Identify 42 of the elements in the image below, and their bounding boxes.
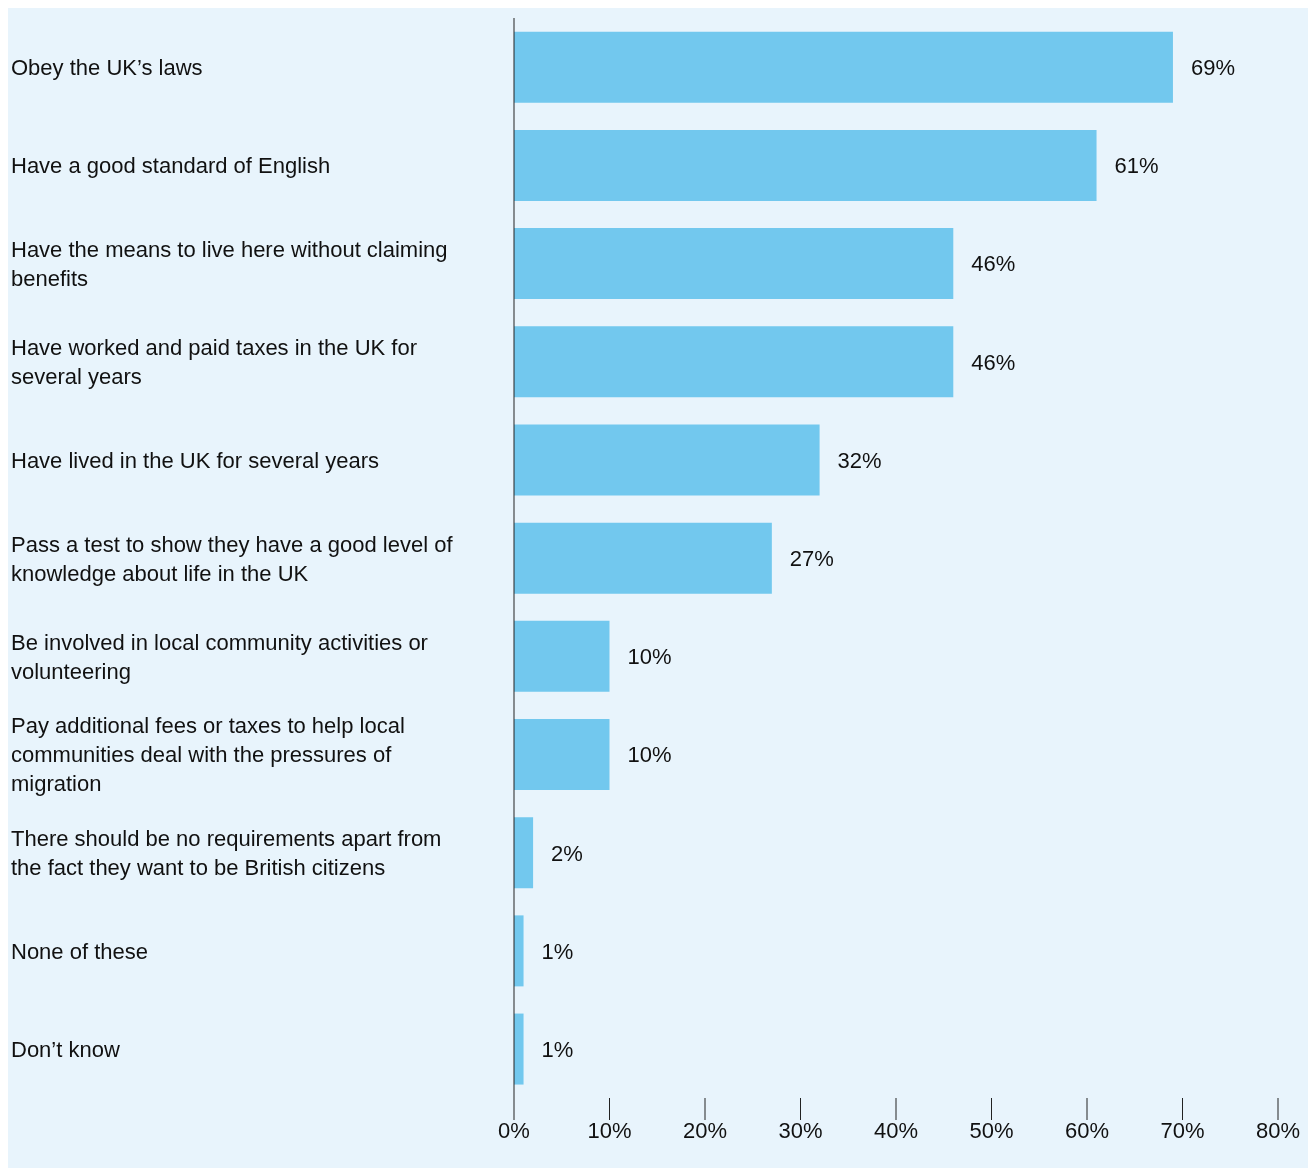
x-tick-label: 30% [778,1117,823,1143]
y-tick-label: Have the means to live here without claiming benefits [11,236,448,291]
x-tick-label: 70% [1160,1117,1205,1143]
y-tick-label: There should be no requirements apart from the fact they want to be British citizens [11,826,442,881]
data-label: 46% [971,251,1016,277]
bar [514,1013,524,1085]
x-tick-label: 60% [1064,1117,1110,1143]
data-label: 2% [551,840,583,866]
x-tick-label: 0% [498,1117,530,1143]
data-label: 10% [627,742,672,768]
bar [514,522,772,594]
bar [514,719,610,791]
data-label: 27% [789,545,834,571]
bar [514,424,820,496]
data-label: 32% [837,447,882,473]
bar [514,915,524,987]
data-label: 1% [541,1036,574,1062]
y-tick-label: Don’t know [11,1036,120,1062]
x-tick-label: 50% [969,1117,1014,1143]
y-tick-label: Have worked and paid taxes in the UK for several years [11,335,418,390]
x-tick-label: 80% [1255,1117,1301,1143]
bar [514,326,954,398]
y-tick-label: Pay additional fees or taxes to help local communities deal with the pressures of migration [11,713,405,797]
bar [514,817,534,889]
bar [514,228,954,300]
y-tick-label: Obey the UK’s laws [11,55,203,81]
data-label: 46% [971,349,1016,375]
x-tick-label: 10% [587,1117,632,1143]
y-tick-label: None of these [11,938,148,964]
data-label: 61% [1114,153,1159,179]
y-tick-label: Be involved in local community activities or volunteering [11,629,428,684]
bar [514,620,610,692]
y-tick-label: Pass a test to show they have a good level of knowledge about life in the UK [11,531,454,586]
x-tick-label: 40% [873,1117,919,1143]
x-tick-label: 20% [682,1117,728,1143]
y-tick-label: Have lived in the UK for several years [11,447,380,473]
data-label: 10% [627,644,672,670]
bar [514,129,1097,201]
data-label: 69% [1190,55,1235,81]
data-label: 1% [541,938,574,964]
bar [514,31,1173,103]
y-tick-label: Have a good standard of English [11,153,331,179]
